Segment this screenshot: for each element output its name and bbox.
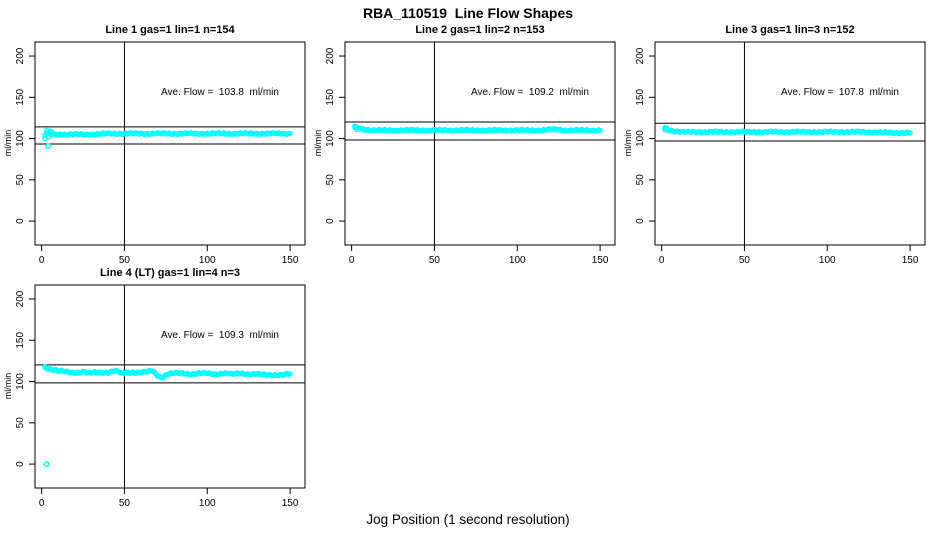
plot-area: 0 50 100 150 0 50 100 150 200 xyxy=(635,41,926,266)
panel-line-2: Line 2 gas=1 lin=2 n=153 0 50 100 150 0 50 100… xyxy=(310,20,630,270)
svg-text:50: 50 xyxy=(119,255,131,266)
svg-text:100: 100 xyxy=(15,130,26,147)
svg-text:150: 150 xyxy=(325,89,336,106)
svg-text:150: 150 xyxy=(635,89,646,106)
svg-text:0: 0 xyxy=(325,218,336,224)
x-axis-global-label: Jog Position (1 second resolution) xyxy=(366,512,570,527)
svg-text:200: 200 xyxy=(635,47,646,64)
panel-title: Line 2 gas=1 lin=2 n=153 xyxy=(415,24,545,36)
svg-text:0: 0 xyxy=(39,498,45,509)
svg-text:150: 150 xyxy=(15,332,26,349)
svg-text:50: 50 xyxy=(635,174,646,186)
svg-text:0: 0 xyxy=(349,255,355,266)
svg-text:100: 100 xyxy=(509,255,526,266)
panel-title: Line 4 (LT) gas=1 lin=4 n=3 xyxy=(99,267,241,279)
svg-text:150: 150 xyxy=(15,89,26,106)
svg-text:50: 50 xyxy=(15,417,26,429)
y-axis-label: ml/min xyxy=(3,129,13,157)
panel-line-3: Line 3 gas=1 lin=3 n=152 0 50 100 150 0 50 100… xyxy=(620,20,936,270)
svg-text:200: 200 xyxy=(325,47,336,64)
svg-text:150: 150 xyxy=(902,255,919,266)
svg-text:100: 100 xyxy=(635,130,646,147)
svg-text:0: 0 xyxy=(659,255,665,266)
svg-text:150: 150 xyxy=(282,498,299,509)
panel-title: Line 1 gas=1 lin=1 n=154 xyxy=(105,24,235,36)
svg-text:100: 100 xyxy=(819,255,836,266)
svg-text:100: 100 xyxy=(199,498,216,509)
svg-text:50: 50 xyxy=(15,174,26,186)
svg-text:100: 100 xyxy=(199,255,216,266)
ave-flow-annotation: Ave. Flow = 107.8 ml/min xyxy=(781,87,899,98)
y-axis-label: ml/min xyxy=(623,129,633,157)
panel-line-1: Line 1 gas=1 lin=1 n=154 0 50 100 150 0 50 100… xyxy=(0,20,320,270)
svg-text:0: 0 xyxy=(15,461,26,467)
y-axis-label: ml/min xyxy=(3,372,13,400)
ave-flow-annotation: Ave. Flow = 103.8 ml/min xyxy=(161,87,279,98)
svg-text:50: 50 xyxy=(429,255,441,266)
svg-text:150: 150 xyxy=(592,255,609,266)
svg-text:50: 50 xyxy=(739,255,751,266)
svg-text:0: 0 xyxy=(39,255,45,266)
svg-text:200: 200 xyxy=(15,290,26,307)
svg-text:100: 100 xyxy=(325,130,336,147)
svg-text:0: 0 xyxy=(635,218,646,224)
plot-area: 0 50 100 150 0 50 100 150 200 xyxy=(15,284,306,509)
svg-text:50: 50 xyxy=(325,174,336,186)
svg-text:100: 100 xyxy=(15,373,26,390)
svg-text:0: 0 xyxy=(15,218,26,224)
svg-text:50: 50 xyxy=(119,498,131,509)
figure-title: RBA_110519 Line Flow Shapes xyxy=(362,5,574,21)
plot-area: 0 50 100 150 0 50 100 150 200 xyxy=(325,41,616,266)
panel-title: Line 3 gas=1 lin=3 n=152 xyxy=(725,24,855,36)
y-axis-label: ml/min xyxy=(313,129,323,157)
svg-text:150: 150 xyxy=(282,255,299,266)
panel-line-4: Line 4 (LT) gas=1 lin=4 n=3 0 50 100 150 0 50… xyxy=(0,263,320,513)
svg-text:200: 200 xyxy=(15,47,26,64)
ave-flow-annotation: Ave. Flow = 109.2 ml/min xyxy=(471,87,589,98)
plot-area: 0 50 100 150 0 50 100 150 200 xyxy=(15,41,306,266)
ave-flow-annotation: Ave. Flow = 109.3 ml/min xyxy=(161,330,279,341)
